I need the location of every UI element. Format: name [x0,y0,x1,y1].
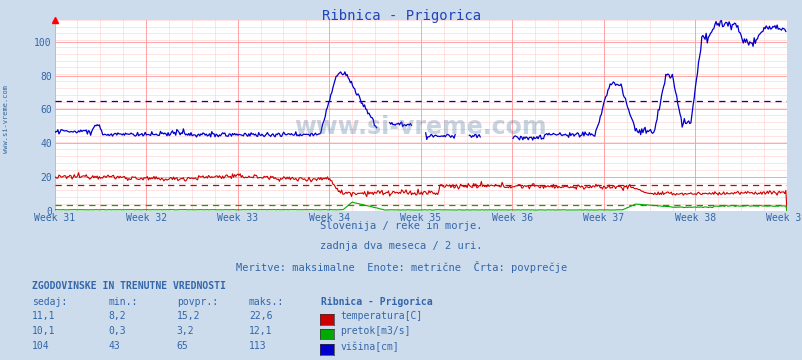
Text: 22,6: 22,6 [249,311,272,321]
Text: povpr.:: povpr.: [176,297,217,307]
Text: 113: 113 [249,341,266,351]
Text: 10,1: 10,1 [32,326,55,336]
Text: Slovenija / reke in morje.: Slovenija / reke in morje. [320,221,482,231]
Text: 12,1: 12,1 [249,326,272,336]
Text: sedaj:: sedaj: [32,297,67,307]
Text: pretok[m3/s]: pretok[m3/s] [340,326,411,336]
Text: 11,1: 11,1 [32,311,55,321]
Text: min.:: min.: [108,297,138,307]
Text: Ribnica - Prigorica: Ribnica - Prigorica [322,9,480,23]
Text: zadnja dva meseca / 2 uri.: zadnja dva meseca / 2 uri. [320,241,482,251]
Text: ZGODOVINSKE IN TRENUTNE VREDNOSTI: ZGODOVINSKE IN TRENUTNE VREDNOSTI [32,281,225,291]
Text: Ribnica - Prigorica: Ribnica - Prigorica [321,297,432,307]
Text: www.si-vreme.com: www.si-vreme.com [2,85,9,153]
Text: 0,3: 0,3 [108,326,126,336]
Text: 3,2: 3,2 [176,326,194,336]
Text: temperatura[C]: temperatura[C] [340,311,422,321]
Text: 43: 43 [108,341,120,351]
Text: 8,2: 8,2 [108,311,126,321]
Text: maks.:: maks.: [249,297,284,307]
Text: 104: 104 [32,341,50,351]
Text: Meritve: maksimalne  Enote: metrične  Črta: povprečje: Meritve: maksimalne Enote: metrične Črta… [236,261,566,273]
Text: višina[cm]: višina[cm] [340,341,399,352]
Text: 15,2: 15,2 [176,311,200,321]
Text: www.si-vreme.com: www.si-vreme.com [294,114,546,139]
Text: 65: 65 [176,341,188,351]
